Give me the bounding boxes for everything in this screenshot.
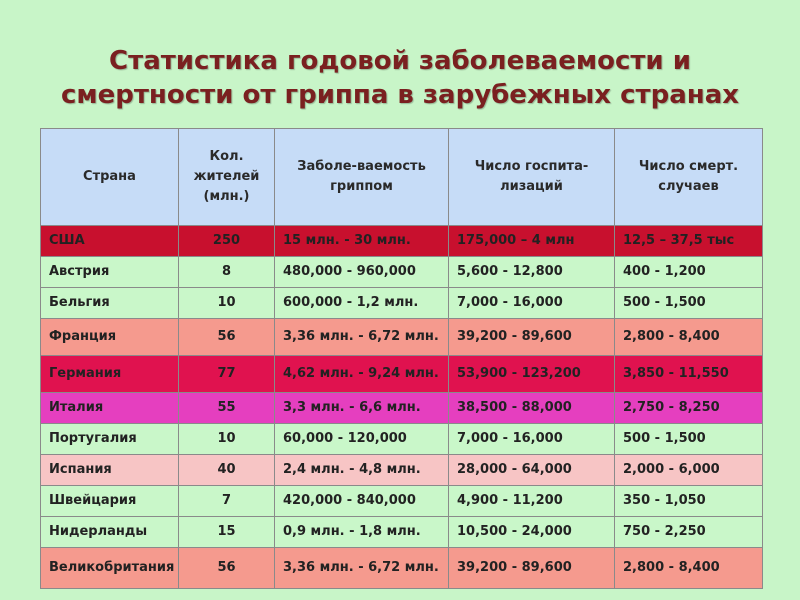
cell-population: 10 xyxy=(178,423,275,455)
cell-country: Португалия xyxy=(40,423,179,455)
cell-hospitalizations: 53,900 - 123,200 xyxy=(448,355,615,393)
cell-hospitalizations: 7,000 - 16,000 xyxy=(448,287,615,319)
cell-deaths: 2,800 - 8,400 xyxy=(614,547,763,589)
table-row: Швейцария 7 420,000 - 840,000 4,900 - 11,20… xyxy=(40,485,763,517)
cell-country: США xyxy=(40,225,179,257)
cell-country: Франция xyxy=(40,318,179,356)
cell-country: Бельгия xyxy=(40,287,179,319)
cell-deaths: 500 - 1,500 xyxy=(614,287,763,319)
page-title: Статистика годовой заболеваемости и смер… xyxy=(0,44,800,112)
table-row: Нидерланды 15 0,9 млн. - 1,8 млн. 10,500 - … xyxy=(40,516,763,548)
cell-hospitalizations: 39,200 - 89,600 xyxy=(448,547,615,589)
cell-country: Великобритания xyxy=(40,547,179,589)
cell-population: 56 xyxy=(178,318,275,356)
cell-country: Нидерланды xyxy=(40,516,179,548)
header-population: Кол. жителей (млн.) xyxy=(178,128,275,226)
cell-deaths: 350 - 1,050 xyxy=(614,485,763,517)
cell-population: 8 xyxy=(178,256,275,288)
title-line-1: Статистика годовой заболеваемости и xyxy=(109,46,691,76)
table-row: Австрия 8 480,000 - 960,000 5,600 - 12,800 4… xyxy=(40,256,763,288)
cell-hospitalizations: 4,900 - 11,200 xyxy=(448,485,615,517)
cell-morbidity: 3,3 млн. - 6,6 млн. xyxy=(274,392,449,424)
header-morbidity: Заболе-ваемость гриппом xyxy=(274,128,449,226)
table-row: Португалия 10 60,000 - 120,000 7,000 - 16,0… xyxy=(40,423,763,455)
cell-hospitalizations: 39,200 - 89,600 xyxy=(448,318,615,356)
cell-population: 77 xyxy=(178,355,275,393)
cell-deaths: 12,5 – 37,5 тыс xyxy=(614,225,763,257)
cell-hospitalizations: 28,000 - 64,000 xyxy=(448,454,615,486)
title-line-2: смертности от гриппа в зарубежных страна… xyxy=(60,80,740,110)
cell-morbidity: 15 млн. - 30 млн. xyxy=(274,225,449,257)
cell-hospitalizations: 38,500 - 88,000 xyxy=(448,392,615,424)
cell-country: Германия xyxy=(40,355,179,393)
cell-morbidity: 3,36 млн. - 6,72 млн. xyxy=(274,318,449,356)
cell-morbidity: 420,000 - 840,000 xyxy=(274,485,449,517)
cell-population: 40 xyxy=(178,454,275,486)
cell-morbidity: 600,000 - 1,2 млн. xyxy=(274,287,449,319)
cell-hospitalizations: 175,000 – 4 млн xyxy=(448,225,615,257)
cell-morbidity: 480,000 - 960,000 xyxy=(274,256,449,288)
cell-country: Австрия xyxy=(40,256,179,288)
cell-population: 7 xyxy=(178,485,275,517)
cell-morbidity: 4,62 млн. - 9,24 млн. xyxy=(274,355,449,393)
cell-deaths: 500 - 1,500 xyxy=(614,423,763,455)
table-row: Германия 77 4,62 млн. - 9,24 млн. 53,900 - … xyxy=(40,355,763,393)
cell-deaths: 2,800 - 8,400 xyxy=(614,318,763,356)
cell-deaths: 750 - 2,250 xyxy=(614,516,763,548)
cell-country: Испания xyxy=(40,454,179,486)
cell-population: 56 xyxy=(178,547,275,589)
cell-deaths: 2,000 - 6,000 xyxy=(614,454,763,486)
cell-deaths: 3,850 - 11,550 xyxy=(614,355,763,393)
cell-population: 55 xyxy=(178,392,275,424)
cell-morbidity: 0,9 млн. - 1,8 млн. xyxy=(274,516,449,548)
cell-population: 15 xyxy=(178,516,275,548)
cell-country: Италия xyxy=(40,392,179,424)
cell-deaths: 400 - 1,200 xyxy=(614,256,763,288)
table-body: США 250 15 млн. - 30 млн. 175,000 – 4 млн 12… xyxy=(40,225,763,589)
cell-morbidity: 60,000 - 120,000 xyxy=(274,423,449,455)
cell-morbidity: 2,4 млн. - 4,8 млн. xyxy=(274,454,449,486)
header-country: Страна xyxy=(40,128,179,226)
header-hospitalizations: Число госпита-лизаций xyxy=(448,128,615,226)
table-header-row: Страна Кол. жителей (млн.) Заболе-ваемос… xyxy=(40,128,763,226)
table-row: США 250 15 млн. - 30 млн. 175,000 – 4 млн 12… xyxy=(40,225,763,257)
cell-population: 10 xyxy=(178,287,275,319)
table-row: Франция 56 3,36 млн. - 6,72 млн. 39,200 - 8… xyxy=(40,318,763,356)
cell-population: 250 xyxy=(178,225,275,257)
cell-deaths: 2,750 - 8,250 xyxy=(614,392,763,424)
table-row: Испания 40 2,4 млн. - 4,8 млн. 28,000 - 64,… xyxy=(40,454,763,486)
table-row: Великобритания 56 3,36 млн. - 6,72 млн. 39,… xyxy=(40,547,763,589)
table-row: Бельгия 10 600,000 - 1,2 млн. 7,000 - 16,00… xyxy=(40,287,763,319)
cell-morbidity: 3,36 млн. - 6,72 млн. xyxy=(274,547,449,589)
cell-hospitalizations: 7,000 - 16,000 xyxy=(448,423,615,455)
header-deaths: Число смерт. случаев xyxy=(614,128,763,226)
cell-hospitalizations: 5,600 - 12,800 xyxy=(448,256,615,288)
table-row: Италия 55 3,3 млн. - 6,6 млн. 38,500 - 88,0… xyxy=(40,392,763,424)
cell-hospitalizations: 10,500 - 24,000 xyxy=(448,516,615,548)
cell-country: Швейцария xyxy=(40,485,179,517)
flu-statistics-table: Страна Кол. жителей (млн.) Заболе-ваемос… xyxy=(40,128,763,589)
